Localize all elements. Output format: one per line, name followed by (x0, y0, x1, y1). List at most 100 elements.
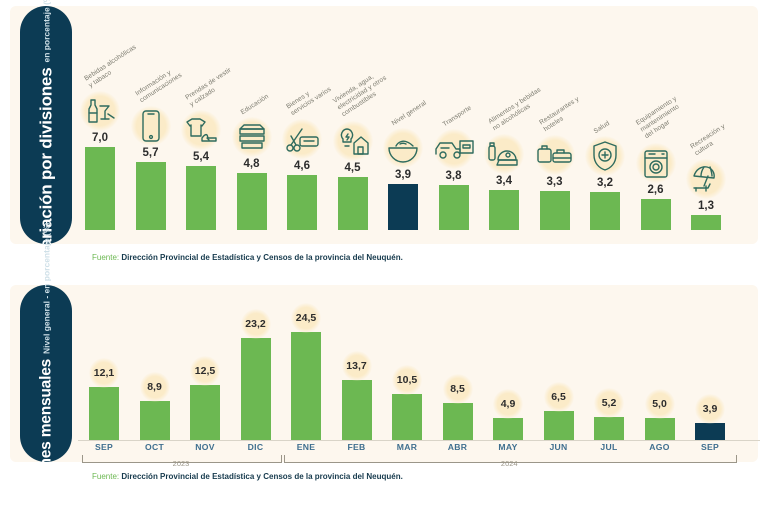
month-bar-group: 12,5 (181, 290, 229, 440)
month-value-label: 13,7 (346, 359, 367, 372)
month-bar (392, 393, 422, 440)
month-axis-label: SEP (94, 442, 114, 452)
month-value-label: 23,2 (245, 317, 266, 330)
division-bar-group: 3,9 (381, 6, 425, 230)
month-axis-label: OCT (144, 442, 165, 452)
month-value-halo: 8,5 (441, 373, 475, 404)
month-bar-group: 3,9 (686, 290, 734, 440)
division-bar (691, 214, 721, 230)
division-bar (640, 199, 671, 230)
month-axis-label: JUL (600, 442, 618, 452)
month-bar (291, 332, 321, 440)
division-value-label: 4,8 (243, 158, 260, 171)
division-bar-group: 3,8 (432, 6, 476, 230)
month-value-label: 8,5 (450, 382, 465, 395)
monthly-axis-line (78, 440, 760, 441)
division-value-label: 7,0 (92, 132, 108, 144)
scissors-tools-icon (279, 119, 325, 160)
division-value-label: 3,3 (546, 175, 563, 188)
month-bar-group: 12,1 (80, 290, 128, 440)
month-bar (89, 386, 119, 440)
division-value-label: 5,4 (193, 150, 209, 163)
beach-umbrella-icon (683, 158, 729, 199)
division-bar (135, 162, 166, 230)
division-bar-group: 4,6 (280, 6, 324, 230)
division-bar (489, 189, 519, 230)
month-value-halo: 4,9 (491, 389, 525, 420)
month-value-label: 6,5 (551, 391, 566, 404)
month-bar (190, 384, 220, 440)
divisions-source-text: Dirección Provincial de Estadística y Ce… (121, 253, 403, 262)
division-bar-group: 3,4 (482, 6, 526, 230)
month-bar (240, 337, 271, 440)
division-bar (590, 192, 620, 230)
division-bar (337, 176, 368, 230)
month-value-label: 24,5 (295, 312, 317, 324)
monthly-title: Variaciones mensuales (37, 358, 55, 525)
luggage-hotel-icon (532, 134, 578, 175)
month-axis-label: AGO (649, 442, 670, 452)
month-value-halo: 5,0 (643, 388, 677, 419)
month-bar-group: 8,5 (434, 290, 482, 440)
month-bar-group: 5,2 (585, 290, 633, 440)
month-value-label: 8,9 (147, 380, 162, 393)
divisions-source: Fuente: Dirección Provincial de Estadíst… (92, 253, 403, 262)
division-bar (186, 165, 216, 230)
month-bar-group: 4,9 (484, 290, 532, 440)
month-value-label: 10,5 (396, 373, 418, 386)
year-label-2024: 2024 (500, 459, 518, 468)
month-value-label: 5,2 (601, 397, 617, 410)
month-axis-label: ABR (447, 442, 468, 452)
division-value-label: 4,6 (294, 160, 310, 173)
division-bar (85, 147, 115, 230)
month-bar (442, 402, 473, 440)
month-value-halo: 5,2 (592, 388, 626, 419)
washing-machine-icon (633, 143, 679, 184)
division-bar-group: 1,3 (684, 6, 728, 230)
month-axis-label: SEP (700, 442, 720, 452)
month-bar (139, 400, 170, 440)
month-value-label: 12,5 (194, 364, 216, 377)
groceries-icon (481, 133, 527, 174)
division-value-label: 3,9 (395, 168, 411, 181)
month-bar-group: 8,9 (131, 290, 179, 440)
month-value-label: 12,1 (93, 366, 115, 379)
month-bar-group: 6,5 (535, 290, 583, 440)
division-value-label: 2,6 (647, 184, 664, 197)
month-bar-group: 10,5 (383, 290, 431, 440)
division-bar-group: 5,7 (129, 6, 173, 230)
division-bar (539, 190, 570, 230)
month-value-halo: 6,5 (542, 382, 576, 413)
monthly-source-text: Dirección Provincial de Estadística y Ce… (121, 472, 403, 481)
year-label-2023: 2023 (172, 459, 190, 468)
month-bar (644, 417, 675, 440)
monthly-subtitle: Nivel general - en porcentaje (%) (41, 222, 52, 354)
division-bar-group: 5,4 (179, 6, 223, 230)
lightbulb-house-icon (330, 120, 376, 161)
monthly-chart-card (10, 285, 758, 462)
divisions-plot-area: 7,0 Bebidas alcohólicas y tabaco 5,7 Informa… (78, 6, 760, 240)
month-axis-label: ENE (296, 442, 316, 452)
division-bar-group: 3,2 (583, 6, 627, 230)
month-axis-label: DIC (247, 442, 264, 452)
division-bar-group: 4,8 (230, 6, 274, 230)
year-bracket-2024 (284, 455, 737, 463)
month-bar (341, 379, 372, 440)
month-value-halo: 8,9 (138, 371, 172, 402)
division-bar (236, 173, 267, 230)
year-bracket-2023 (82, 455, 282, 463)
month-axis-label: NOV (195, 442, 215, 452)
health-shield-icon (582, 136, 628, 177)
division-bar (388, 183, 418, 230)
month-bar (695, 422, 725, 440)
division-bar (287, 175, 317, 230)
month-value-label: 3,9 (702, 402, 718, 415)
division-bar-group: 2,6 (634, 6, 678, 230)
food-bowl-icon (380, 127, 426, 168)
month-axis-label: FEB (347, 442, 366, 452)
monthly-title-pill: Variaciones mensuales Nivel general - en… (20, 222, 72, 525)
month-bar (493, 418, 523, 440)
division-bar (438, 184, 469, 230)
monthly-source: Fuente: Dirección Provincial de Estadíst… (92, 472, 403, 481)
division-value-label: 4,5 (344, 161, 361, 174)
